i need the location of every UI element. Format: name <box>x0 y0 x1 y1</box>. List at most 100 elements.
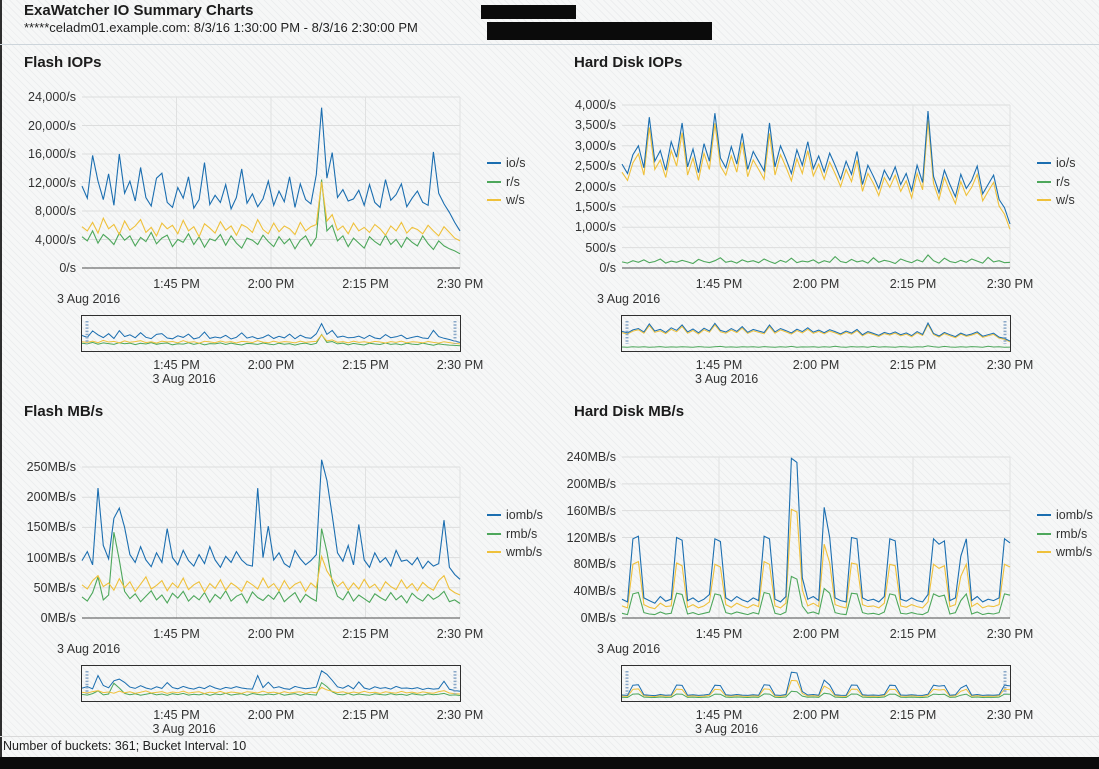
x-tick-label: 2:00 PM <box>792 277 840 291</box>
overview-x-tick-label: 2:15 PM <box>342 358 389 372</box>
main-chart[interactable] <box>81 448 461 619</box>
x-axis-date: 3 Aug 2016 <box>57 292 121 306</box>
y-tick-label: 40MB/s <box>573 584 616 599</box>
overview-chart[interactable] <box>81 665 461 702</box>
y-tick-label: 240MB/s <box>566 450 616 464</box>
x-tick-label: 2:00 PM <box>247 627 295 641</box>
y-tick-label: 24,000/s <box>28 90 76 104</box>
overview-x-tick-label: 1:45 PM <box>153 358 200 372</box>
y-tick-label: 150MB/s <box>26 520 76 535</box>
footer-divider <box>0 736 1099 737</box>
chart-title: Flash MB/s <box>24 403 104 420</box>
y-tick-label: 20,000/s <box>28 118 76 133</box>
overview-series-line-wmb/s <box>82 686 460 695</box>
legend-swatch-r/s <box>487 180 501 183</box>
overview-series-line-rmb/s <box>622 690 1010 699</box>
redaction-box-top <box>481 5 576 19</box>
y-tick-label: 1,000/s <box>574 220 616 235</box>
legend-swatch-rmb/s <box>487 532 501 535</box>
legend-swatch-w/s <box>487 199 501 201</box>
y-tick-label: 1,500/s <box>574 199 616 214</box>
chart-title: Flash IOPs <box>24 54 102 71</box>
y-tick-label: 160MB/s <box>566 503 616 518</box>
x-tick-label: 1:45 PM <box>695 627 743 641</box>
y-tick-label: 120MB/s <box>566 530 616 545</box>
y-tick-label: 200MB/s <box>26 490 76 505</box>
y-tick-label: 0/s <box>599 261 616 275</box>
y-tick-label: 3,500/s <box>574 118 616 133</box>
overview-x-tick-label: 1:45 PM <box>153 708 200 722</box>
x-tick-label: 2:00 PM <box>247 277 295 291</box>
overview-x-tick-label: 2:15 PM <box>889 358 937 372</box>
x-axis-date: 3 Aug 2016 <box>597 292 661 306</box>
overview-chart[interactable] <box>81 315 461 352</box>
overview-x-tick-label: 2:00 PM <box>792 708 840 722</box>
overview-series-line-io/s <box>82 322 460 343</box>
series-line-rmb/s <box>81 528 461 605</box>
legend-swatch-rmb/s <box>1037 532 1051 535</box>
legend-label-r/s: r/s <box>506 174 520 189</box>
series-line-r/s <box>621 254 1011 265</box>
legend-swatch-wmb/s <box>1037 551 1051 553</box>
overview-x-axis-date: 3 Aug 2016 <box>152 372 216 386</box>
x-axis-date: 3 Aug 2016 <box>597 642 661 656</box>
overview-x-axis-date: 3 Aug 2016 <box>695 372 759 386</box>
legend-label-rmb/s: rmb/s <box>1056 526 1088 541</box>
series-line-wmb/s <box>621 508 1011 610</box>
y-tick-label: 200MB/s <box>566 476 616 491</box>
chart-title: Hard Disk IOPs <box>574 54 683 71</box>
legend-swatch-iomb/s <box>487 514 501 516</box>
overview-x-axis-date: 3 Aug 2016 <box>152 722 216 736</box>
legend-label-io/s: io/s <box>506 156 526 170</box>
bottom-redaction-bar <box>0 757 1099 769</box>
x-tick-label: 1:45 PM <box>153 277 200 291</box>
overview-series-line-w/s <box>622 323 1010 343</box>
overview-x-tick-label: 2:30 PM <box>436 358 484 372</box>
y-tick-label: 2,000/s <box>574 179 616 194</box>
x-tick-label: 2:15 PM <box>889 277 937 291</box>
x-tick-label: 2:15 PM <box>342 627 389 641</box>
series-line-w/s <box>81 181 461 242</box>
main-chart[interactable] <box>621 442 1011 619</box>
y-tick-label: 0MB/s <box>40 611 76 625</box>
overview-x-tick-label: 2:00 PM <box>792 358 840 372</box>
chart-title: Hard Disk MB/s <box>574 403 685 420</box>
overview-series-line-iomb/s <box>82 670 460 692</box>
y-tick-label: 16,000/s <box>28 147 76 161</box>
overview-x-tick-label: 2:15 PM <box>342 708 389 722</box>
overview-x-tick-label: 2:30 PM <box>986 358 1034 372</box>
legend-label-w/s: w/s <box>506 193 525 207</box>
overview-chart[interactable] <box>621 665 1011 702</box>
series-line-wmb/s <box>81 554 461 596</box>
y-tick-label: 250MB/s <box>26 460 76 474</box>
x-tick-label: 2:00 PM <box>792 627 840 641</box>
main-chart[interactable] <box>621 85 1011 269</box>
legend-label-rmb/s: rmb/s <box>506 526 538 541</box>
y-tick-label: 500/s <box>585 240 616 255</box>
header-divider <box>0 44 1099 45</box>
overview-series-line-w/s <box>82 334 460 345</box>
x-tick-label: 1:45 PM <box>695 277 743 291</box>
overview-x-tick-label: 1:45 PM <box>695 358 743 372</box>
series-line-rmb/s <box>621 575 1011 616</box>
x-tick-label: 2:15 PM <box>342 277 389 291</box>
x-tick-label: 2:30 PM <box>436 277 484 291</box>
overview-chart[interactable] <box>621 315 1011 352</box>
x-tick-label: 2:30 PM <box>986 277 1034 291</box>
overview-series-line-r/s <box>622 345 1010 348</box>
y-tick-label: 2,500/s <box>574 159 616 174</box>
x-tick-label: 1:45 PM <box>153 627 200 641</box>
overview-series-line-iomb/s <box>622 671 1010 697</box>
x-tick-label: 2:30 PM <box>436 627 484 641</box>
y-tick-label: 0/s <box>59 261 76 275</box>
series-line-iomb/s <box>81 459 461 580</box>
series-line-w/s <box>621 120 1011 230</box>
legend-swatch-r/s <box>1037 180 1051 183</box>
y-tick-label: 0MB/s <box>580 611 616 625</box>
window-left-border <box>0 0 2 769</box>
legend-swatch-io/s <box>487 162 501 164</box>
legend-swatch-wmb/s <box>487 551 501 553</box>
overview-x-tick-label: 2:30 PM <box>436 708 484 722</box>
main-chart[interactable] <box>81 85 461 269</box>
